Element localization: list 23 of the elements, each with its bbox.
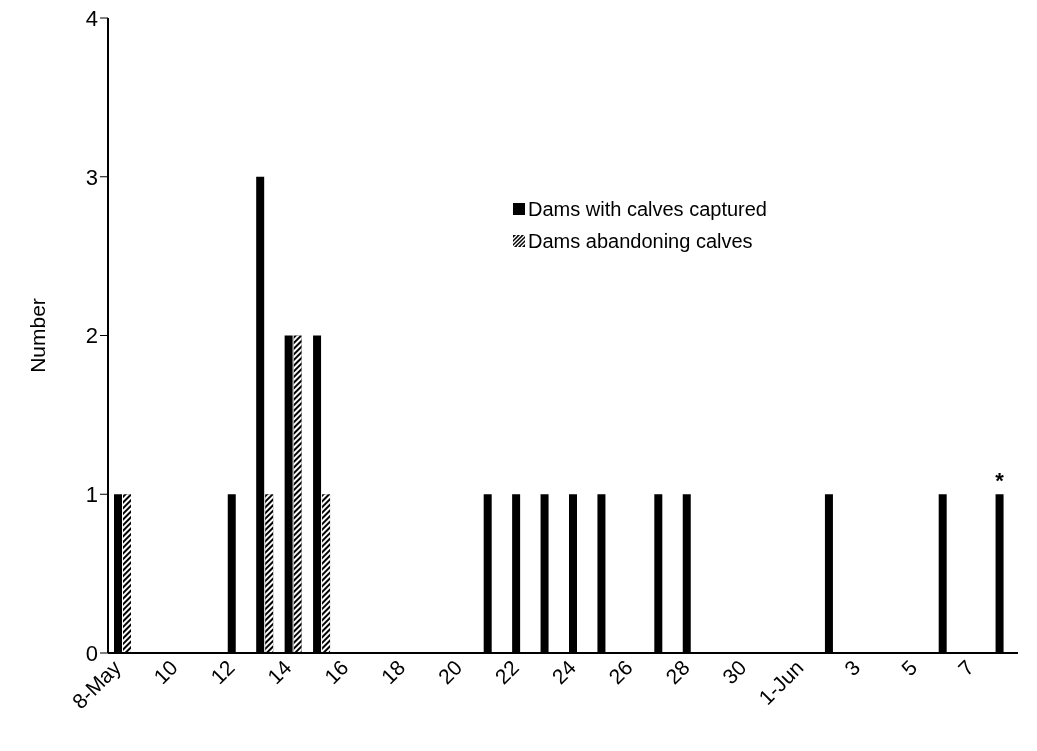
data-label: * [995,468,1005,494]
x-tick-label: 14 [262,655,296,689]
y-axis-title: Number [26,298,50,373]
x-tick-label: 16 [319,655,353,689]
x-tick-label: 28 [661,655,694,689]
x-tick-label: 22 [490,655,524,689]
x-tick-label: 30 [717,655,751,689]
y-tick-label: 4 [85,5,98,31]
y-tick-label: 0 [85,640,98,666]
y-tick-label: 2 [85,323,98,349]
x-tick-label: 18 [376,655,410,689]
legend-label: Dams with calves captured [528,197,767,222]
legend-label: Dams abandoning calves [528,229,753,254]
x-tick-label: 10 [149,655,182,689]
x-tick-label: 24 [547,655,581,689]
y-tick-label: 1 [85,482,98,508]
x-tick-label: 7 [953,655,979,681]
x-tick-label: 3 [839,655,865,681]
x-tick-label: 26 [604,655,637,689]
x-tick-label: 12 [206,655,239,689]
y-tick-label: 3 [85,164,98,190]
x-tick-label: 5 [896,655,922,681]
x-tick-label: 20 [433,655,467,689]
